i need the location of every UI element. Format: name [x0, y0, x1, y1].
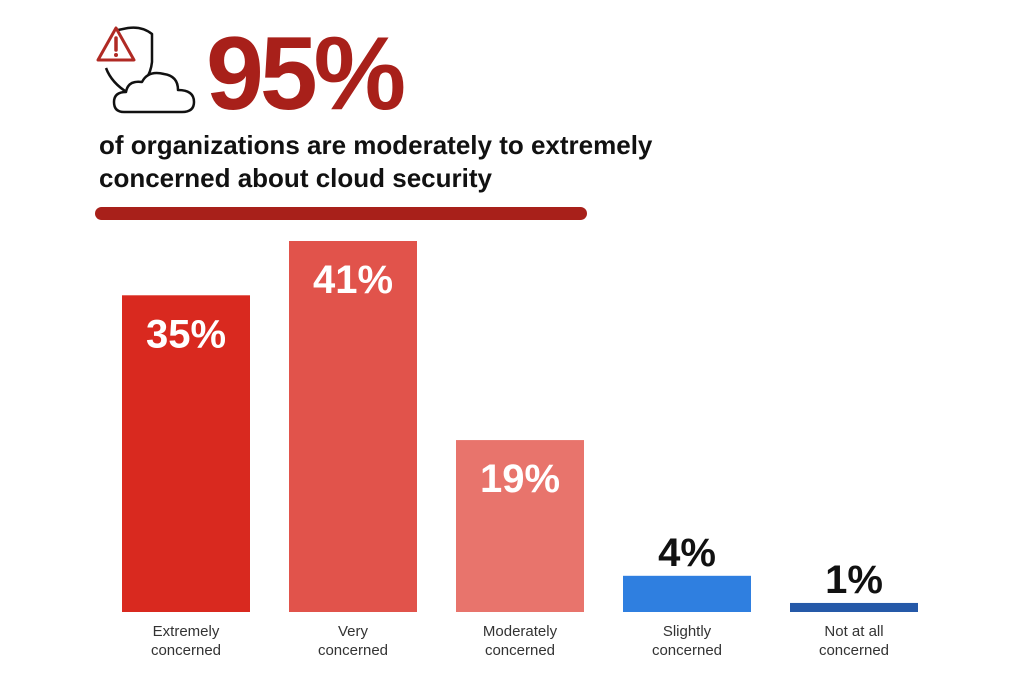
- bar-4: [790, 602, 918, 612]
- category-label-1-line-1: concerned: [318, 642, 388, 659]
- bar-value-label-0: 35%: [146, 312, 226, 356]
- bar-value-label-2: 19%: [480, 457, 560, 501]
- shield-warning-cloud-icon: [96, 26, 196, 114]
- category-label-3-line-1: concerned: [652, 642, 722, 659]
- bar-value-label-3: 4%: [658, 531, 716, 575]
- category-label-2-line-0: Moderately: [483, 623, 558, 640]
- cloud-outline: [112, 71, 196, 114]
- category-label-1-line-0: Very: [338, 623, 369, 640]
- bar-2: [456, 440, 584, 612]
- bar-value-label-4: 1%: [825, 558, 883, 602]
- bar-1: [289, 241, 417, 612]
- category-label-4-line-1: concerned: [819, 642, 889, 659]
- category-label-4-line-0: Not at all: [824, 623, 883, 640]
- bar-value-label-1: 41%: [313, 258, 393, 302]
- category-label-0-line-0: Extremely: [153, 623, 220, 640]
- category-label-2-line-1: concerned: [485, 642, 555, 659]
- divider-bar: [95, 207, 587, 220]
- headline-subtitle: of organizations are moderately to extre…: [99, 130, 653, 193]
- headline-stat: 95%: [206, 16, 406, 132]
- bar-3: [623, 575, 751, 612]
- bar-0: [122, 295, 250, 612]
- category-label-0-line-1: concerned: [151, 642, 221, 659]
- category-label-3-line-0: Slightly: [663, 623, 712, 640]
